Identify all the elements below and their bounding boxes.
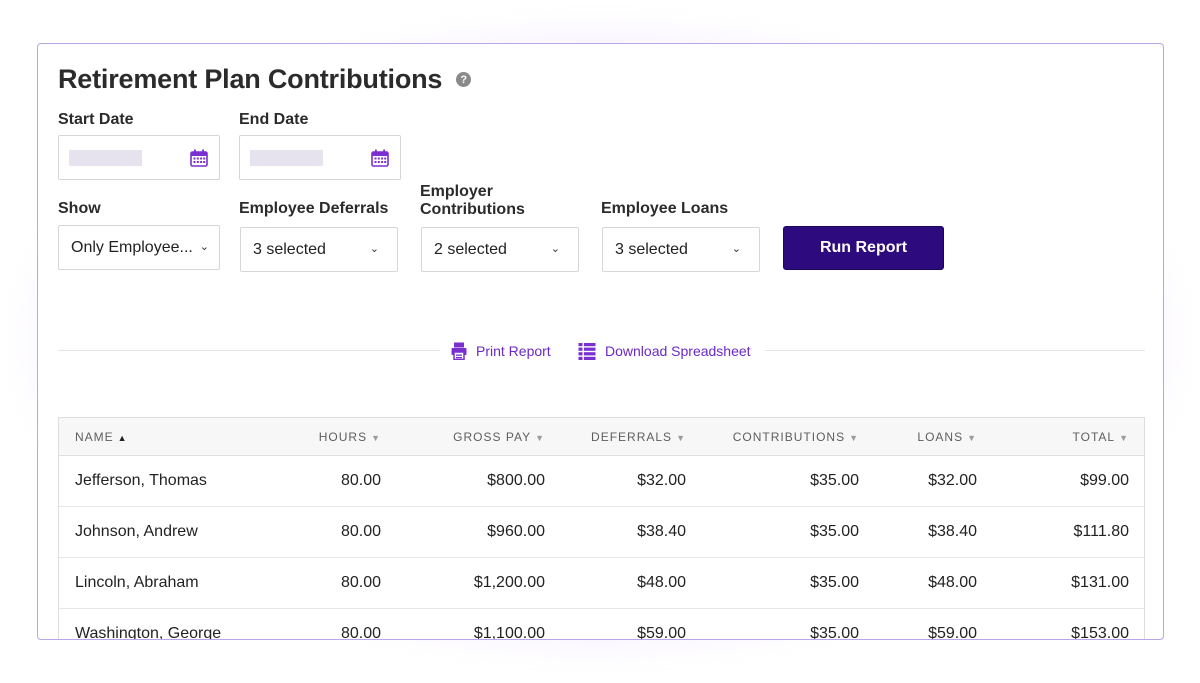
column-header-total[interactable]: TOTAL ▼	[1073, 430, 1130, 444]
report-card: Retirement Plan Contributions ? Start Da…	[37, 43, 1164, 640]
sort-descending-icon: ▼	[676, 433, 686, 443]
table-header: NAME ▲ HOURS ▼ GROSS PAY ▼ DEFERRALS ▼ CONTR…	[59, 418, 1144, 456]
spreadsheet-icon	[578, 343, 596, 360]
chevron-down-icon: ⌄	[369, 243, 379, 255]
column-header-deferrals-label: DEFERRALS	[591, 430, 673, 444]
employer-contributions-label-line2: Contributions	[420, 201, 525, 218]
title-row: Retirement Plan Contributions ?	[58, 64, 472, 95]
column-header-gross-pay[interactable]: GROSS PAY ▼	[453, 430, 545, 444]
column-header-hours[interactable]: HOURS ▼	[319, 430, 381, 444]
column-header-loans[interactable]: LOANS ▼	[917, 430, 977, 444]
cell-hours: 80.00	[340, 472, 381, 489]
cell-loans: $59.00	[928, 625, 977, 640]
column-header-deferrals[interactable]: DEFERRALS ▼	[591, 430, 686, 444]
show-select-value: Only Employee...	[71, 238, 193, 256]
cell-hours: 80.00	[340, 523, 381, 540]
end-date-input[interactable]	[239, 135, 401, 180]
show-select[interactable]: Only Employee... ⌄	[58, 225, 220, 270]
cell-name: Johnson, Andrew	[75, 523, 198, 540]
cell-total: $153.00	[1071, 625, 1129, 640]
sort-ascending-icon: ▲	[117, 433, 128, 443]
sort-descending-icon: ▼	[967, 433, 977, 443]
show-label: Show	[58, 200, 101, 217]
cell-hours: 80.00	[340, 574, 381, 591]
cell-total: $131.00	[1071, 574, 1129, 591]
column-header-contributions[interactable]: CONTRIBUTIONS ▼	[733, 430, 859, 444]
table-row: Washington, George 80.00 $1,100.00 $59.0…	[59, 609, 1144, 640]
cell-contributions: $35.00	[810, 574, 859, 591]
cell-loans: $38.40	[928, 523, 977, 540]
cell-name: Washington, George	[75, 625, 222, 640]
start-date-label: Start Date	[58, 111, 134, 128]
printer-icon	[451, 342, 467, 360]
employer-contributions-label: Employer Contributions	[420, 183, 525, 219]
employee-loans-label: Employee Loans	[601, 200, 729, 217]
employer-contributions-label-line1: Employer	[420, 183, 493, 200]
sort-descending-icon: ▼	[849, 433, 859, 443]
cell-gross-pay: $800.00	[487, 472, 545, 489]
column-header-total-label: TOTAL	[1072, 430, 1116, 444]
end-date-placeholder	[250, 150, 323, 166]
cell-loans: $48.00	[928, 574, 977, 591]
cell-hours: 80.00	[340, 625, 381, 640]
employer-contributions-value: 2 selected	[434, 240, 507, 258]
cell-deferrals: $59.00	[637, 625, 686, 640]
sort-descending-icon: ▼	[535, 433, 545, 443]
page-title: Retirement Plan Contributions	[58, 64, 443, 94]
calendar-icon[interactable]	[371, 149, 389, 167]
table-row: Johnson, Andrew 80.00 $960.00 $38.40 $35…	[59, 507, 1144, 558]
column-header-gross-pay-label: GROSS PAY	[453, 430, 532, 444]
print-report-link[interactable]: Print Report	[451, 342, 551, 360]
employee-deferrals-value: 3 selected	[253, 240, 326, 258]
sort-descending-icon: ▼	[371, 433, 381, 443]
start-date-placeholder	[69, 150, 142, 166]
end-date-label: End Date	[239, 111, 309, 128]
employee-deferrals-label: Employee Deferrals	[239, 200, 389, 217]
run-report-button[interactable]: Run Report	[783, 226, 944, 270]
column-header-name-label: NAME	[75, 430, 114, 444]
cell-name: Lincoln, Abraham	[75, 574, 199, 591]
cell-contributions: $35.00	[810, 523, 859, 540]
download-spreadsheet-link[interactable]: Download Spreadsheet	[578, 342, 751, 360]
column-header-loans-label: LOANS	[917, 430, 964, 444]
cell-total: $111.80	[1073, 523, 1129, 540]
cell-deferrals: $32.00	[637, 472, 686, 489]
divider-left	[58, 350, 440, 351]
calendar-icon[interactable]	[190, 149, 208, 167]
chevron-down-icon: ⌄	[199, 241, 209, 253]
cell-name: Jefferson, Thomas	[75, 472, 207, 489]
sort-descending-icon: ▼	[1119, 433, 1129, 443]
column-header-hours-label: HOURS	[318, 430, 368, 444]
employee-loans-select[interactable]: 3 selected ⌄	[602, 227, 760, 272]
print-report-label: Print Report	[476, 343, 551, 359]
table-row: Jefferson, Thomas 80.00 $800.00 $32.00 $…	[59, 456, 1144, 507]
contributions-table: NAME ▲ HOURS ▼ GROSS PAY ▼ DEFERRALS ▼ CONTR…	[58, 417, 1145, 640]
cell-loans: $32.00	[928, 472, 977, 489]
cell-total: $99.00	[1080, 472, 1129, 489]
employee-loans-value: 3 selected	[615, 240, 688, 258]
cell-contributions: $35.00	[810, 472, 859, 489]
download-spreadsheet-label: Download Spreadsheet	[605, 343, 751, 359]
employee-deferrals-select[interactable]: 3 selected ⌄	[240, 227, 398, 272]
divider-right	[765, 350, 1145, 351]
cell-contributions: $35.00	[810, 625, 859, 640]
cell-deferrals: $48.00	[637, 574, 686, 591]
column-header-name[interactable]: NAME ▲	[75, 430, 128, 444]
help-icon[interactable]: ?	[456, 72, 472, 87]
employer-contributions-select[interactable]: 2 selected ⌄	[421, 227, 579, 272]
chevron-down-icon: ⌄	[731, 243, 741, 255]
cell-gross-pay: $1,100.00	[473, 625, 545, 640]
start-date-input[interactable]	[58, 135, 220, 180]
cell-gross-pay: $960.00	[487, 523, 545, 540]
chevron-down-icon: ⌄	[550, 243, 560, 255]
cell-deferrals: $38.40	[637, 523, 686, 540]
table-row: Lincoln, Abraham 80.00 $1,200.00 $48.00 …	[59, 558, 1144, 609]
column-header-contributions-label: CONTRIBUTIONS	[732, 430, 846, 444]
cell-gross-pay: $1,200.00	[473, 574, 545, 591]
